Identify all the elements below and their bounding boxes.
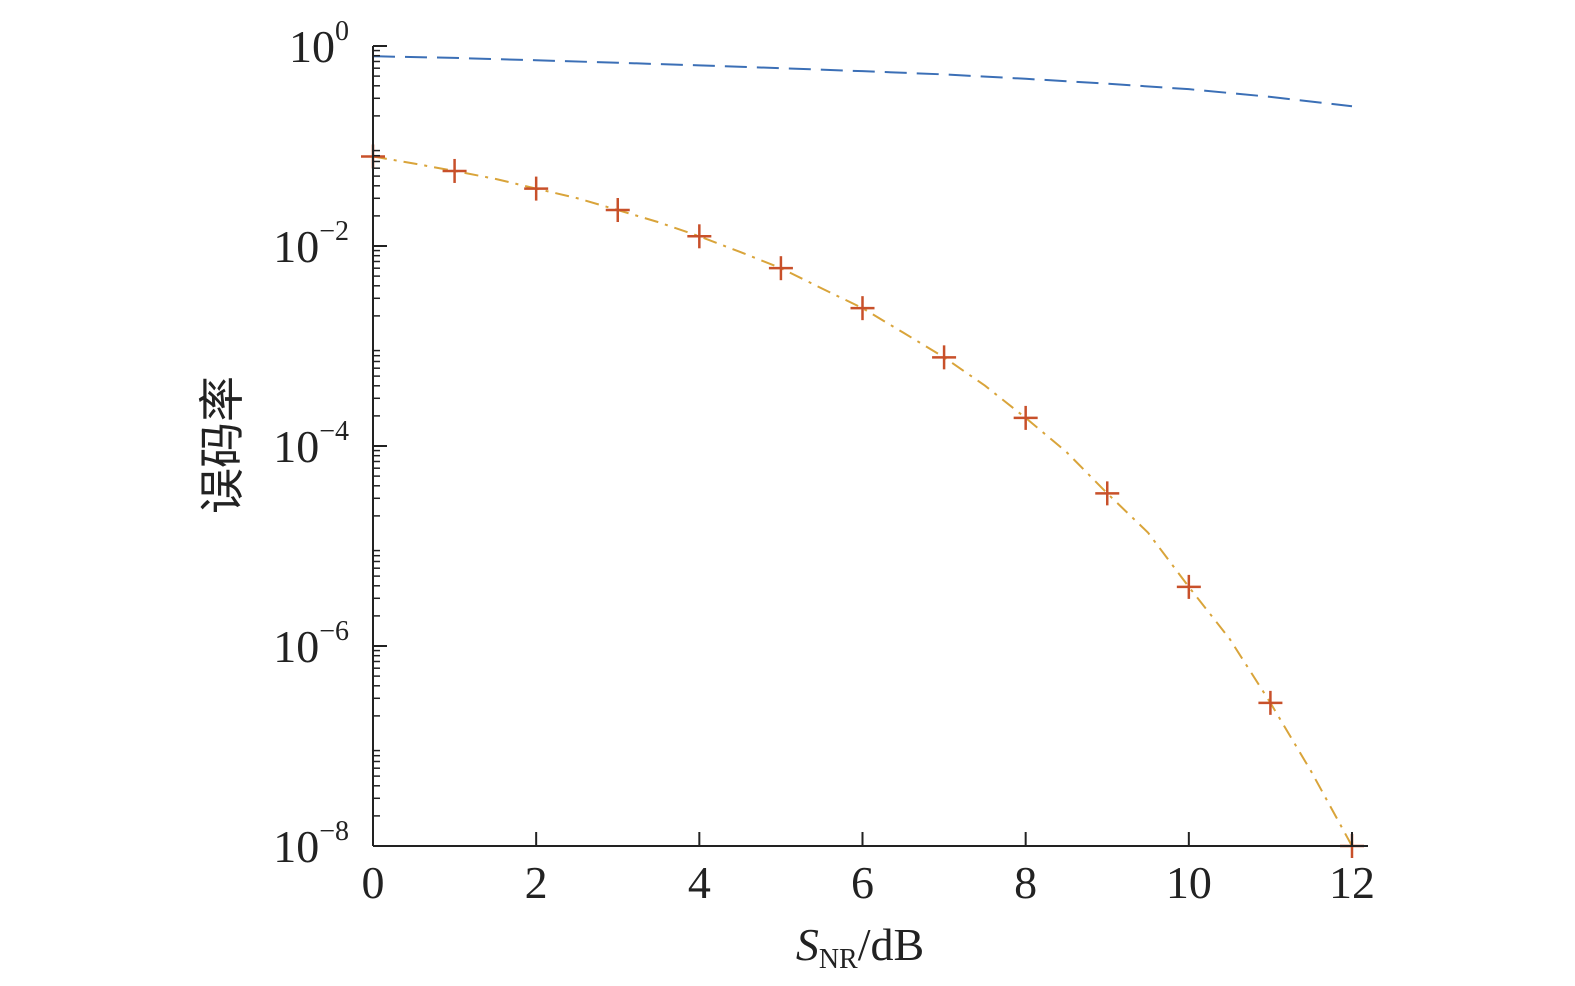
y-tick-label-base: 10 (273, 421, 319, 472)
y-tick-label-base: 10 (273, 821, 319, 872)
x-tick-label: 0 (362, 857, 385, 908)
y-tick-label: 10−2 (273, 216, 349, 272)
y-tick-label-base: 10 (273, 621, 319, 672)
x-axis-title: SNR/dB (796, 919, 924, 975)
ticks-layer (372, 45, 1353, 847)
y-tick-label-exponent: 0 (335, 16, 349, 47)
x-tick-label: 10 (1166, 857, 1212, 908)
y-tick-label: 10−4 (273, 416, 349, 472)
y-tick-label-exponent: −4 (319, 416, 349, 447)
series-layer (372, 55, 1353, 847)
x-tick-label: 2 (525, 857, 548, 908)
y-tick-label-exponent: −6 (319, 616, 349, 647)
x-tick-label: 6 (851, 857, 874, 908)
y-tick-label-base: 10 (289, 21, 335, 72)
y-tick-label-exponent: −2 (319, 216, 349, 247)
x-tick-label: 8 (1014, 857, 1037, 908)
x-axis-title-subscript: NR (819, 944, 858, 975)
x-tick-label: 12 (1329, 857, 1375, 908)
series-line-0 (372, 55, 1353, 108)
data-point-marker (850, 296, 875, 321)
x-axis-title-suffix: /dB (858, 919, 924, 970)
markers-layer (361, 144, 1364, 858)
data-point-marker (687, 224, 712, 249)
y-tick-label: 100 (289, 16, 349, 72)
series-line-1 (372, 155, 1353, 847)
data-point-marker (1013, 405, 1038, 430)
axes-layer (372, 46, 1368, 847)
y-tick-label-exponent: −8 (319, 816, 349, 847)
y-tick-label: 10−8 (273, 816, 349, 872)
data-point-marker (1176, 574, 1201, 599)
y-tick-label-base: 10 (273, 221, 319, 272)
data-point-marker (524, 176, 549, 201)
data-point-marker (1258, 690, 1283, 715)
data-point-marker (605, 198, 630, 223)
y-axis-title: 误码率 (195, 376, 249, 514)
data-point-marker (768, 256, 793, 281)
data-point-marker (1095, 481, 1120, 506)
data-point-marker (932, 345, 957, 370)
data-point-marker (442, 158, 467, 183)
x-tick-label: 4 (688, 857, 711, 908)
y-tick-label: 10−6 (273, 616, 349, 672)
x-axis-title-main: S (796, 919, 819, 970)
